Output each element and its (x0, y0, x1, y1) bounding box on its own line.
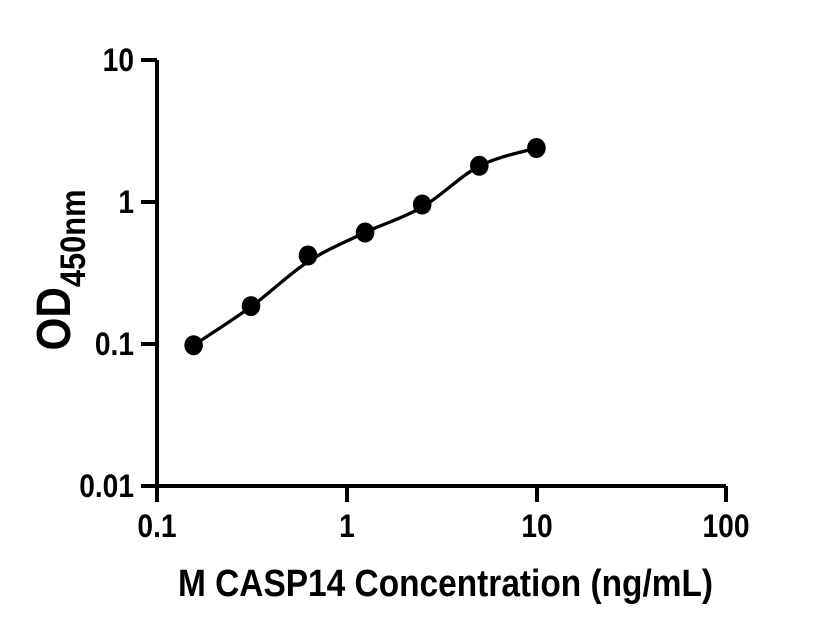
data-point (241, 296, 261, 317)
x-tick-label: 100 (702, 508, 750, 544)
data-point (355, 222, 375, 243)
fit-curve-line (191, 146, 539, 347)
x-tick-label: 1 (339, 508, 355, 544)
axis-lines (155, 60, 726, 488)
y-tick-label: 1 (118, 184, 134, 220)
y-tick-label: 0.01 (79, 468, 134, 504)
data-point (298, 245, 318, 266)
x-tick-label: 10 (521, 508, 553, 544)
data-point (527, 138, 546, 158)
y-axis-title-main: OD (28, 287, 81, 351)
y-tick-label: 10 (102, 42, 134, 78)
y-axis-title: OD450nm (28, 182, 93, 358)
x-axis-ticks (155, 486, 728, 502)
x-tick-label: 0.1 (137, 508, 177, 544)
data-point (470, 155, 489, 176)
data-point (412, 194, 432, 215)
data-points (184, 138, 546, 356)
data-point (184, 335, 203, 356)
y-axis-title-subscript: 450nm (54, 189, 93, 288)
y-axis-ticks (141, 58, 157, 488)
x-axis-title: M CASP14 Concentration (ng/mL) (178, 563, 714, 605)
y-tick-label: 0.1 (94, 326, 134, 362)
